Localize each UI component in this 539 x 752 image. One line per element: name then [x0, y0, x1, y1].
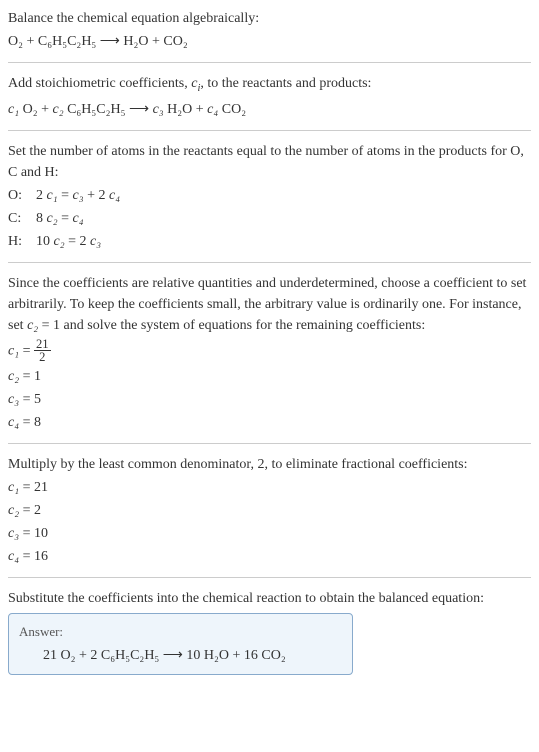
coeff-value-row: c₂ = 1 [8, 366, 531, 387]
text-part: Add stoichiometric coefficients, [8, 76, 191, 91]
section-6-title: Substitute the coefficients into the che… [8, 588, 531, 609]
atom-label: H: [8, 231, 36, 252]
coeff-value: = 10 [19, 526, 48, 541]
eq-sign: = [19, 343, 34, 358]
section-5-title: Multiply by the least common denominator… [8, 454, 531, 475]
divider [8, 262, 531, 263]
text-part: , to the reactants and products: [200, 76, 371, 91]
answer-box: Answer: 21 O₂ + 2 C₆H₅C₂H₅ ⟶ 10 H₂O + 16… [8, 613, 353, 676]
section-2-title: Add stoichiometric coefficients, ci, to … [8, 73, 531, 97]
section-2: Add stoichiometric coefficients, ci, to … [8, 73, 531, 120]
coeff-value: = 1 [19, 369, 41, 384]
coeff: c₂ [8, 503, 19, 518]
atom-balance-row: H: 10 c₂ = 2 c₃ [8, 231, 531, 252]
atom-equation: 8 c₂ = c₄ [36, 208, 84, 229]
coeff: c₃ [8, 392, 19, 407]
coeff-var: c₂ [27, 318, 38, 333]
section-4-title: Since the coefficients are relative quan… [8, 273, 531, 336]
coeff-value-row: c₃ = 10 [8, 523, 531, 544]
balanced-equation: 21 O₂ + 2 C₆H₅C₂H₅ ⟶ 10 H₂O + 16 CO₂ [19, 645, 342, 666]
section-1: Balance the chemical equation algebraica… [8, 8, 531, 52]
coeff: c₂ [52, 102, 63, 117]
coeff: c₄ [8, 415, 19, 430]
coeff-value-row: c₁ = 21 [8, 477, 531, 498]
numerator: 21 [34, 338, 51, 352]
coeff-value: = 5 [19, 392, 41, 407]
coeff-value-row: c₁ = 212 [8, 338, 531, 364]
initial-equation: O₂ + C₆H₅C₂H₅ ⟶ H₂O + CO₂ [8, 31, 531, 52]
eq-part: O₂ + [19, 102, 52, 117]
eq-part: C₆H₅C₂H₅ ⟶ [64, 102, 153, 117]
coeff-value-row: c₂ = 2 [8, 500, 531, 521]
eq-part: H₂O + [164, 102, 208, 117]
coeff-value-row: c₃ = 5 [8, 389, 531, 410]
coeff-value: = 21 [19, 480, 48, 495]
section-4: Since the coefficients are relative quan… [8, 273, 531, 433]
section-5: Multiply by the least common denominator… [8, 454, 531, 567]
text-part: = 1 and solve the system of equations fo… [38, 318, 425, 333]
coeff-value-row: c₄ = 8 [8, 412, 531, 433]
divider [8, 577, 531, 578]
section-6: Substitute the coefficients into the che… [8, 588, 531, 676]
eq-part: CO₂ [218, 102, 246, 117]
atom-equation: 10 c₂ = 2 c₃ [36, 231, 101, 252]
coeff: c₄ [8, 549, 19, 564]
atom-balance-row: O: 2 c₁ = c₃ + 2 c₄ [8, 185, 531, 206]
atom-label: C: [8, 208, 36, 229]
coeff-value: = 16 [19, 549, 48, 564]
section-1-title: Balance the chemical equation algebraica… [8, 8, 531, 29]
atom-label: O: [8, 185, 36, 206]
fraction: 212 [34, 338, 51, 364]
coeff: c₁ [8, 343, 19, 358]
coeff-value: = 8 [19, 415, 41, 430]
coeff: c₄ [207, 102, 218, 117]
coeff: c₃ [153, 102, 164, 117]
divider [8, 62, 531, 63]
atom-balance-row: C: 8 c₂ = c₄ [8, 208, 531, 229]
coeff-value: = 2 [19, 503, 41, 518]
denominator: 2 [34, 351, 51, 364]
answer-label: Answer: [19, 622, 342, 642]
divider [8, 443, 531, 444]
coeff-value-row: c₄ = 16 [8, 546, 531, 567]
section-3-title: Set the number of atoms in the reactants… [8, 141, 531, 183]
coeff: c₃ [8, 526, 19, 541]
coeff: c₂ [8, 369, 19, 384]
divider [8, 130, 531, 131]
stoich-equation: c₁ O₂ + c₂ C₆H₅C₂H₅ ⟶ c₃ H₂O + c₄ CO₂ [8, 99, 531, 120]
section-3: Set the number of atoms in the reactants… [8, 141, 531, 252]
coeff: c₁ [8, 480, 19, 495]
coeff: c₁ [8, 102, 19, 117]
atom-equation: 2 c₁ = c₃ + 2 c₄ [36, 185, 120, 206]
